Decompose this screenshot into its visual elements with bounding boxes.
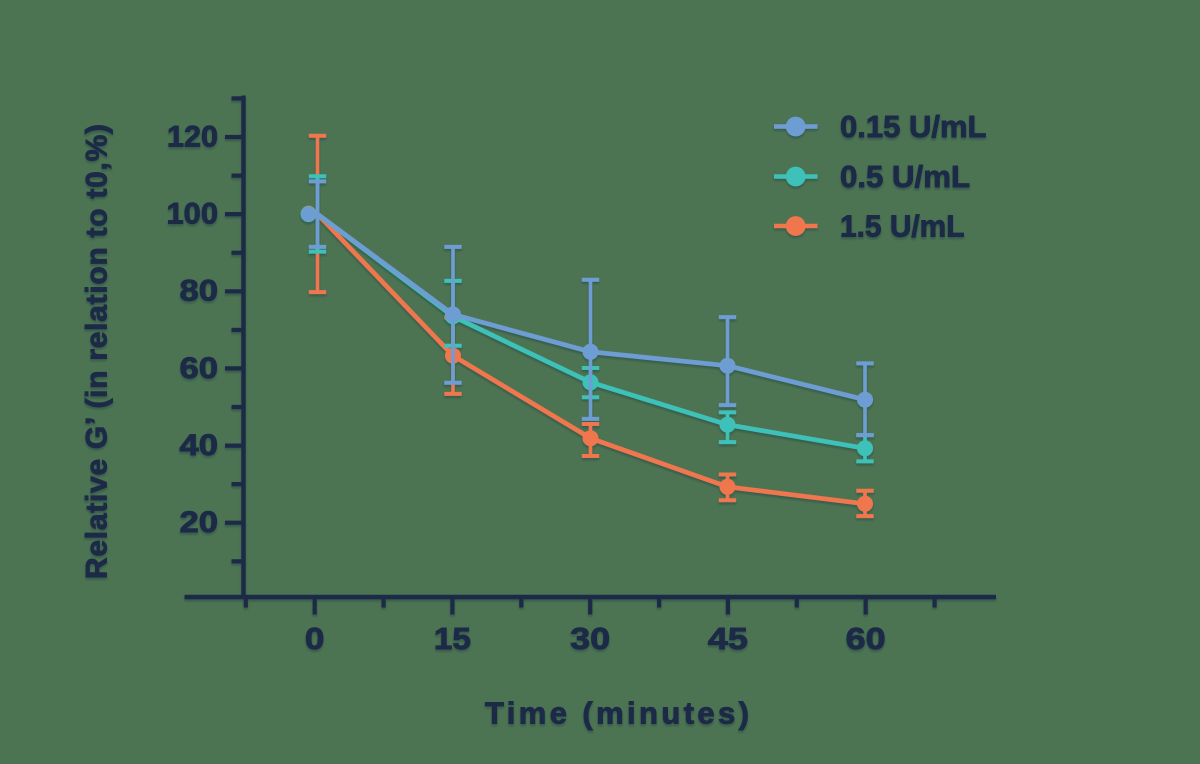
svg-text:0.5 U/mL: 0.5 U/mL [840, 159, 970, 194]
svg-text:80: 80 [180, 275, 219, 308]
svg-text:60: 60 [846, 621, 886, 656]
svg-text:30: 30 [570, 621, 610, 656]
svg-text:120: 120 [167, 120, 218, 153]
svg-text:0.15 U/mL: 0.15 U/mL [840, 109, 987, 144]
svg-text:1.5 U/mL: 1.5 U/mL [840, 209, 965, 244]
svg-text:0: 0 [305, 621, 325, 656]
svg-text:100: 100 [167, 198, 219, 231]
svg-text:Time (minutes): Time (minutes) [485, 696, 749, 731]
svg-text:40: 40 [180, 429, 219, 462]
svg-text:15: 15 [434, 621, 471, 656]
svg-text:Relative G’ (in relation to t0: Relative G’ (in relation to t0,%) [81, 124, 114, 579]
svg-text:60: 60 [180, 352, 219, 385]
svg-text:45: 45 [708, 621, 748, 656]
svg-text:20: 20 [180, 506, 219, 539]
